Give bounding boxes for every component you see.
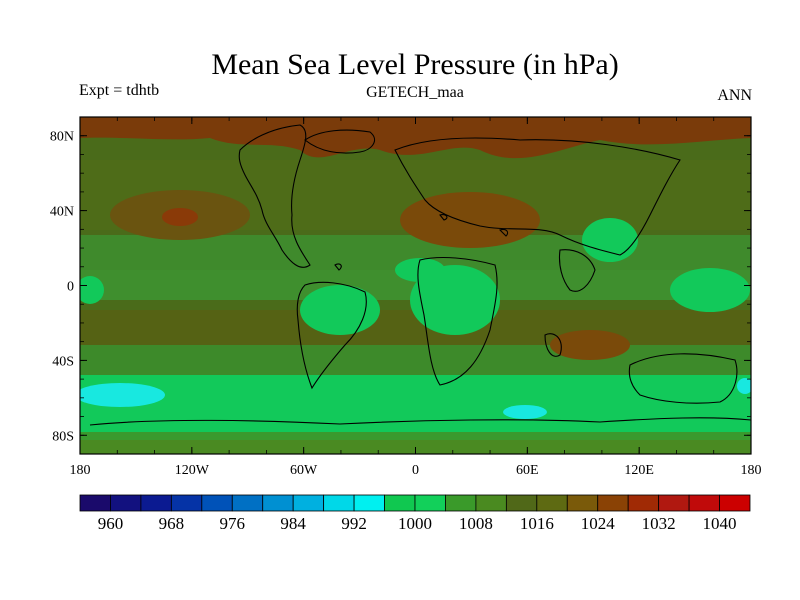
lat-label: 40N — [50, 205, 74, 220]
field-low-d — [300, 285, 380, 335]
colorbar-swatch — [292, 494, 325, 512]
field-low-e — [410, 265, 500, 335]
field-low-b — [670, 268, 750, 312]
field-arctic-high — [80, 117, 751, 159]
colorbar-swatch — [597, 494, 629, 512]
plot-area — [80, 117, 751, 454]
colorbar-label: 984 — [280, 514, 306, 533]
colorbar-swatch — [170, 494, 203, 512]
colorbar-swatch — [384, 494, 416, 512]
colorbar-label: 992 — [341, 514, 367, 533]
lon-label: 120W — [175, 463, 210, 478]
colorbar-label: 1032 — [642, 514, 676, 533]
colorbar-swatch — [688, 494, 720, 512]
field-eurasian-high — [400, 192, 540, 248]
lon-label: 120E — [624, 463, 654, 478]
lon-label: 60W — [290, 463, 318, 478]
lat-label: 0 — [67, 280, 74, 295]
field-cyan-c — [737, 378, 751, 394]
field-cyan-a — [80, 383, 165, 407]
colorbar-swatch — [719, 494, 751, 512]
colorbar-swatch — [110, 494, 142, 512]
colorbar-swatch — [536, 494, 568, 512]
axis-ticks — [79, 116, 752, 455]
field-low-c — [80, 276, 104, 304]
colorbar-swatch — [566, 494, 599, 512]
lat-label: 40S — [52, 354, 74, 369]
colorbar-label: 1000 — [398, 514, 432, 533]
field-band-south-40 — [80, 345, 751, 380]
colorbar-swatch — [627, 494, 660, 512]
colorbar-label: 1008 — [459, 514, 493, 533]
axis-labels: 80N 40N 0 40S 80S 180 120W 60W 0 60E 120E 180 — [50, 130, 762, 478]
colorbar: 960 968 976 984 992 1000 1008 1016 1024 1032 1040 — [79, 494, 751, 533]
colorbar-label: 960 — [98, 514, 124, 533]
field-cyan-b — [503, 405, 547, 419]
field-low-a — [582, 218, 638, 262]
chart-title: Mean Sea Level Pressure (in hPa) — [211, 48, 619, 81]
colorbar-label: 1024 — [581, 514, 616, 533]
dataset-label: GETECH_maa — [366, 84, 464, 101]
field-low-f — [395, 258, 445, 282]
colorbar-swatch — [505, 494, 538, 512]
colorbar-swatch — [140, 494, 172, 512]
coastlines — [89, 124, 751, 426]
lon-label: 180 — [741, 463, 762, 478]
colorbar-swatch — [445, 494, 477, 512]
colorbar-label: 1040 — [703, 514, 737, 533]
colorbar-swatch — [79, 494, 111, 512]
colorbar-swatch — [262, 494, 294, 512]
lon-label: 180 — [70, 463, 91, 478]
colorbar-swatch — [323, 494, 355, 512]
colorbar-swatch — [414, 494, 446, 512]
lon-label: 0 — [412, 463, 419, 478]
colorbar-swatch — [201, 494, 233, 512]
lat-label: 80N — [50, 130, 74, 145]
colorbar-swatch — [353, 494, 385, 512]
lat-label: 80S — [52, 429, 74, 444]
experiment-label: Expt = tdhtb — [79, 82, 160, 99]
colorbar-label: 976 — [220, 514, 246, 533]
field-band-southern-ocean — [80, 375, 751, 435]
field-east-high — [550, 330, 630, 360]
colorbar-label: 968 — [159, 514, 185, 533]
field-pacific-high-core — [162, 208, 198, 226]
colorbar-swatch — [231, 494, 264, 512]
colorbar-swatch — [658, 494, 690, 512]
colorbar-swatch — [475, 494, 507, 512]
lon-label: 60E — [516, 463, 539, 478]
colorbar-label: 1016 — [520, 514, 554, 533]
period-label: ANN — [717, 87, 752, 104]
